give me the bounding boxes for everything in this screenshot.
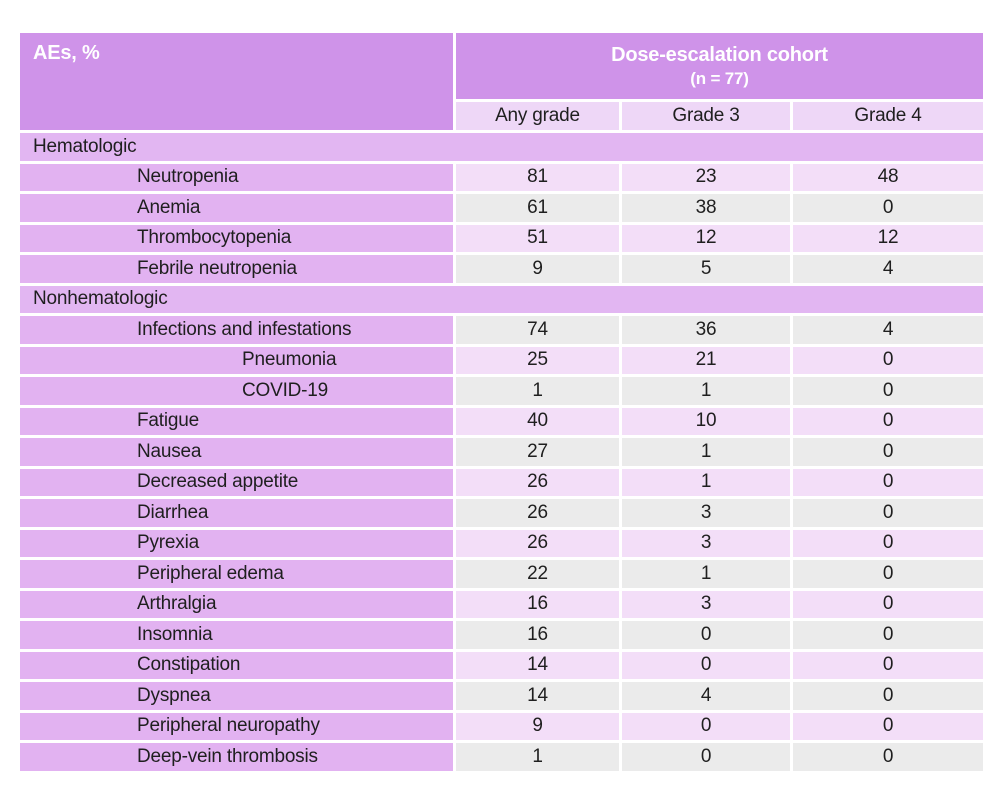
ae-value-cell: 3 [622, 529, 790, 557]
ae-value-cell: 0 [793, 346, 983, 374]
cohort-title: Dose-escalation cohort [611, 43, 828, 66]
column-header-any-grade: Any grade [456, 102, 619, 130]
ae-table: AEs, % Dose-escalation cohort (n = 77) A… [20, 33, 983, 771]
ae-value-cell: 38 [622, 194, 790, 222]
ae-value-cell: 0 [622, 743, 790, 771]
ae-name-cell: Diarrhea [20, 499, 453, 527]
ae-value-cell: 0 [793, 682, 983, 710]
ae-value-cell: 26 [456, 468, 619, 496]
ae-value-cell: 51 [456, 224, 619, 252]
ae-value-cell: 25 [456, 346, 619, 374]
ae-name-cell: Arthralgia [20, 590, 453, 618]
ae-value-cell: 21 [622, 346, 790, 374]
ae-value-cell: 0 [622, 651, 790, 679]
ae-value-cell: 0 [793, 407, 983, 435]
ae-name-cell: Febrile neutropenia [20, 255, 453, 283]
ae-value-cell: 36 [622, 316, 790, 344]
ae-value-cell: 0 [793, 468, 983, 496]
ae-value-cell: 1 [456, 743, 619, 771]
ae-value-cell: 4 [793, 316, 983, 344]
ae-value-cell: 0 [622, 621, 790, 649]
ae-value-cell: 0 [793, 743, 983, 771]
ae-value-cell: 1 [456, 377, 619, 405]
ae-name-cell: Pneumonia [20, 346, 453, 374]
ae-value-cell: 74 [456, 316, 619, 344]
ae-name-cell: Neutropenia [20, 163, 453, 191]
ae-value-cell: 1 [622, 377, 790, 405]
ae-value-cell: 0 [793, 194, 983, 222]
ae-value-cell: 12 [622, 224, 790, 252]
ae-value-cell: 14 [456, 651, 619, 679]
ae-value-cell: 10 [622, 407, 790, 435]
ae-value-cell: 1 [622, 560, 790, 588]
ae-value-cell: 9 [456, 255, 619, 283]
ae-value-cell: 48 [793, 163, 983, 191]
ae-name-cell: Peripheral edema [20, 560, 453, 588]
ae-value-cell: 0 [793, 499, 983, 527]
corner-header-cell: AEs, % [20, 33, 453, 130]
cohort-subtitle: (n = 77) [690, 68, 749, 88]
ae-name-cell: Nausea [20, 438, 453, 466]
column-header-grade-4: Grade 4 [793, 102, 983, 130]
ae-name-cell: Anemia [20, 194, 453, 222]
ae-value-cell: 14 [456, 682, 619, 710]
ae-name-cell: Insomnia [20, 621, 453, 649]
ae-value-cell: 23 [622, 163, 790, 191]
ae-name-cell: Constipation [20, 651, 453, 679]
section-header-row: Nonhematologic [20, 285, 983, 313]
ae-value-cell: 4 [622, 682, 790, 710]
ae-value-cell: 0 [793, 560, 983, 588]
ae-value-cell: 0 [793, 621, 983, 649]
ae-value-cell: 1 [622, 438, 790, 466]
ae-value-cell: 1 [622, 468, 790, 496]
ae-value-cell: 0 [793, 712, 983, 740]
ae-value-cell: 22 [456, 560, 619, 588]
ae-value-cell: 81 [456, 163, 619, 191]
column-header-grade-3: Grade 3 [622, 102, 790, 130]
ae-name-cell: Infections and infestations [20, 316, 453, 344]
ae-name-cell: Fatigue [20, 407, 453, 435]
ae-value-cell: 12 [793, 224, 983, 252]
ae-value-cell: 4 [793, 255, 983, 283]
ae-value-cell: 3 [622, 590, 790, 618]
ae-name-cell: Decreased appetite [20, 468, 453, 496]
ae-name-cell: Dyspnea [20, 682, 453, 710]
ae-value-cell: 61 [456, 194, 619, 222]
ae-value-cell: 27 [456, 438, 619, 466]
ae-value-cell: 9 [456, 712, 619, 740]
ae-value-cell: 26 [456, 499, 619, 527]
section-header-row: Hematologic [20, 133, 983, 161]
ae-value-cell: 0 [793, 651, 983, 679]
ae-name-cell: Peripheral neuropathy [20, 712, 453, 740]
ae-value-cell: 0 [622, 712, 790, 740]
ae-value-cell: 0 [793, 529, 983, 557]
ae-name-cell: Deep-vein thrombosis [20, 743, 453, 771]
ae-value-cell: 40 [456, 407, 619, 435]
ae-value-cell: 0 [793, 438, 983, 466]
ae-name-cell: Thrombocytopenia [20, 224, 453, 252]
ae-value-cell: 0 [793, 377, 983, 405]
ae-value-cell: 16 [456, 621, 619, 649]
ae-value-cell: 3 [622, 499, 790, 527]
ae-value-cell: 0 [793, 590, 983, 618]
ae-name-cell: Pyrexia [20, 529, 453, 557]
ae-value-cell: 26 [456, 529, 619, 557]
ae-value-cell: 5 [622, 255, 790, 283]
cohort-header-cell: Dose-escalation cohort (n = 77) [456, 33, 983, 99]
ae-value-cell: 16 [456, 590, 619, 618]
ae-name-cell: COVID-19 [20, 377, 453, 405]
